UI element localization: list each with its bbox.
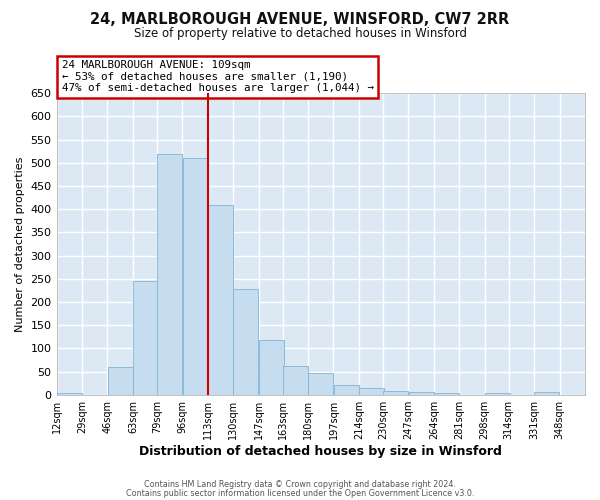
- Bar: [409, 392, 434, 394]
- Bar: [308, 373, 333, 394]
- Bar: [182, 158, 208, 394]
- Text: Size of property relative to detached houses in Winsford: Size of property relative to detached ho…: [133, 28, 467, 40]
- Y-axis label: Number of detached properties: Number of detached properties: [15, 156, 25, 332]
- Bar: [485, 393, 510, 394]
- Bar: [208, 204, 233, 394]
- Bar: [157, 154, 182, 394]
- Bar: [535, 392, 559, 394]
- Bar: [259, 340, 284, 394]
- X-axis label: Distribution of detached houses by size in Winsford: Distribution of detached houses by size …: [139, 444, 502, 458]
- Text: 24 MARLBOROUGH AVENUE: 109sqm
← 53% of detached houses are smaller (1,190)
47% o: 24 MARLBOROUGH AVENUE: 109sqm ← 53% of d…: [62, 60, 374, 93]
- Bar: [383, 390, 408, 394]
- Bar: [233, 289, 259, 395]
- Text: 24, MARLBOROUGH AVENUE, WINSFORD, CW7 2RR: 24, MARLBOROUGH AVENUE, WINSFORD, CW7 2R…: [91, 12, 509, 28]
- Bar: [359, 388, 384, 394]
- Bar: [283, 366, 308, 394]
- Bar: [434, 393, 459, 394]
- Bar: [334, 384, 359, 394]
- Text: Contains HM Land Registry data © Crown copyright and database right 2024.: Contains HM Land Registry data © Crown c…: [144, 480, 456, 489]
- Text: Contains public sector information licensed under the Open Government Licence v3: Contains public sector information licen…: [126, 490, 474, 498]
- Bar: [107, 367, 133, 394]
- Bar: [133, 281, 158, 394]
